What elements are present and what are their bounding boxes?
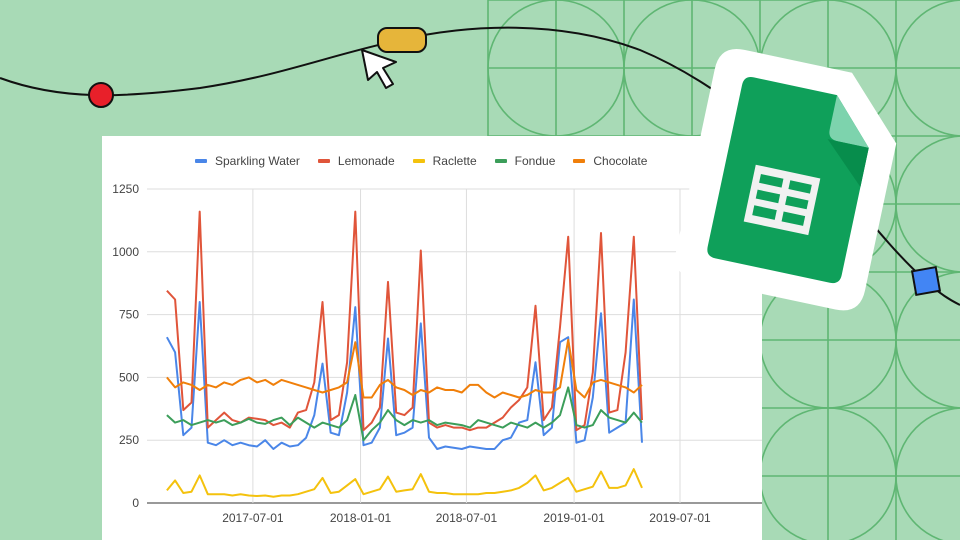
y-tick-label: 750: [119, 308, 139, 322]
legend-swatch: [317, 159, 330, 163]
series-line-chocolate: [166, 338, 643, 399]
legend-label: Lemonade: [337, 154, 395, 168]
legend-item[interactable]: Chocolate: [573, 154, 647, 168]
cursor-arrow-icon: [361, 49, 397, 89]
yellow-node-marker: [377, 27, 427, 53]
x-tick-label: 2017-07-01: [222, 511, 284, 525]
legend-item[interactable]: Sparkling Water: [195, 154, 300, 168]
red-node-marker: [88, 82, 114, 108]
legend-label: Raclette: [432, 154, 477, 168]
legend-swatch: [412, 159, 425, 163]
y-tick-label: 250: [119, 433, 139, 447]
legend-item[interactable]: Lemonade: [317, 154, 395, 168]
x-tick-label: 2018-01-01: [330, 511, 392, 525]
series-line-sparkling-water: [166, 298, 643, 450]
line-chart: 0 250 500 750 1000 1250 2017-07-01 2018-01-01 20…: [112, 182, 762, 525]
legend-swatch: [494, 159, 507, 163]
series-line-fondue: [166, 386, 643, 442]
legend-item[interactable]: Fondue: [494, 154, 556, 168]
legend-item[interactable]: Raclette: [412, 154, 477, 168]
legend-label: Chocolate: [593, 154, 648, 168]
legend-label: Sparkling Water: [215, 154, 300, 168]
legend-swatch: [195, 159, 207, 163]
x-tick-label: 2019-07-01: [649, 511, 711, 525]
chart-legend: Sparkling Water Lemonade Raclette Fondue Cho…: [195, 154, 647, 168]
series-line-raclette: [166, 468, 643, 498]
y-tick-label: 1000: [112, 245, 139, 259]
legend-swatch: [573, 159, 586, 163]
y-tick-label: 0: [132, 496, 139, 510]
x-tick-label: 2018-07-01: [436, 511, 498, 525]
legend-label: Fondue: [514, 154, 556, 168]
chart-panel: Sparkling Water Lemonade Raclette Fondue Cho…: [102, 136, 762, 540]
y-tick-label: 1250: [112, 182, 139, 196]
y-tick-label: 500: [119, 370, 139, 384]
x-tick-label: 2019-01-01: [543, 511, 605, 525]
